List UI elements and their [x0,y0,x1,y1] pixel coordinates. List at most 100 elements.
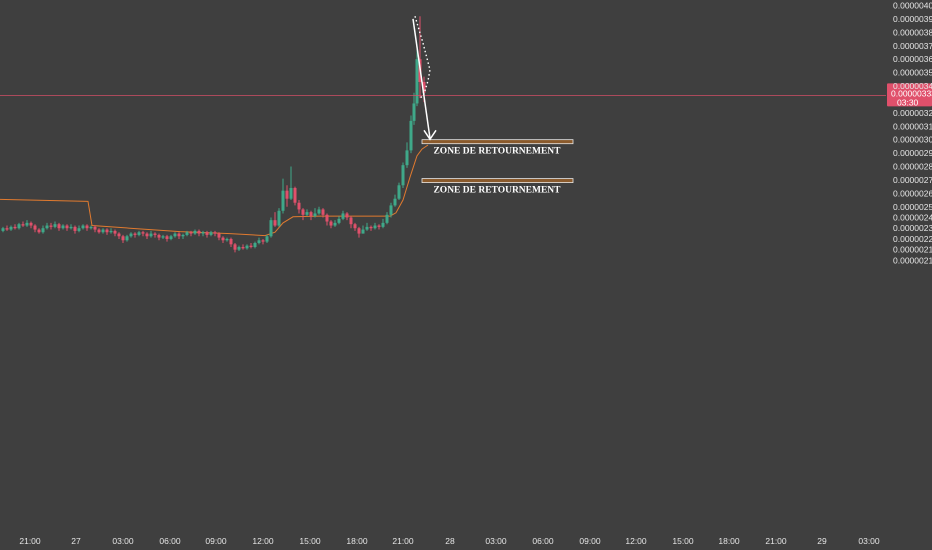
candle-body [422,81,426,93]
candle-body [377,225,381,227]
candle-body [361,229,365,234]
candle-body [281,190,285,211]
candle-body [321,209,325,215]
bullish-candle [125,234,129,242]
candle-body [345,213,349,218]
candle-body [329,221,333,226]
candle-body [237,247,241,250]
price-badge-value: 0.00000333 [891,88,932,98]
bearish-candle [233,242,237,253]
bearish-candle [73,225,77,234]
bullish-candle [337,216,341,225]
candle-body [5,228,9,230]
bearish-candle [177,232,181,239]
candle-body [415,59,419,104]
bullish-candle [245,244,249,250]
candle-body [149,233,153,237]
candle-body [89,226,93,229]
y-tick-label: 0.00000226 [893,234,932,244]
candle-body [341,213,345,219]
bearish-candle [57,222,61,231]
bullish-candle [137,230,141,237]
x-tick-label: 12:00 [625,536,647,546]
candle-body [61,225,65,229]
bearish-candle [221,236,225,243]
candle-body [317,209,321,214]
candle-body [69,226,73,229]
candle-body [245,245,249,249]
bullish-candle [409,115,413,154]
bearish-candle [309,210,313,221]
candle-body [157,234,161,238]
candle-body [289,187,293,199]
candle-body [373,225,377,229]
candle-body [353,224,357,229]
bullish-candle [277,208,281,227]
candle-body [137,232,141,235]
candle-body [409,120,413,151]
bearish-candle [157,233,161,241]
candle-body [41,228,45,233]
bearish-candle [345,212,349,221]
bearish-candle [153,232,157,238]
bullish-candle [209,230,213,237]
candle-body [213,232,217,234]
candle-body [385,214,389,223]
candle-body [273,220,277,226]
candle-body [153,233,157,235]
bearish-candle [261,238,265,245]
bearish-candle [121,234,125,243]
x-tick-label: 28 [445,536,455,546]
x-tick-label: 27 [71,536,81,546]
bearish-candle [329,220,333,229]
bearish-candle [29,221,33,229]
bearish-candle [133,232,137,238]
bearish-candle [249,242,253,249]
bullish-candle [81,224,85,230]
x-tick-label: 06:00 [532,536,554,546]
candle-body [365,226,369,230]
bearish-candle [189,230,193,237]
bearish-candle [141,230,145,237]
x-axis: 21:00 27 03:00 06:00 09:00 12:00 15:00 18:00 21:… [19,536,880,546]
bearish-candle [293,186,297,206]
candle-body [269,220,273,237]
bullish-candle [25,220,29,227]
x-tick-label: 29 [817,536,827,546]
candle-body [21,224,25,226]
candle-body [93,226,97,230]
candle-body [45,225,49,229]
bullish-candle [253,241,257,249]
bearish-candle [65,224,69,231]
bearish-candle [321,208,325,218]
candle-body [9,226,13,230]
bullish-candle [385,212,389,225]
x-tick-label: 03:00 [858,536,880,546]
candle-body [169,236,173,239]
bullish-candle [17,222,21,230]
candle-body [389,205,393,215]
bearish-candle [357,226,361,238]
bullish-candle [397,182,401,201]
candle-body [305,212,309,215]
bearish-candle [273,212,277,227]
candle-body [381,222,385,227]
candle-body [357,228,361,234]
candle-body [205,232,209,235]
candle-body [225,238,229,241]
bullish-candle [269,217,273,238]
candle-body [412,103,416,121]
bearish-candle [165,234,169,242]
candle-body [109,230,113,233]
bullish-candle [9,225,13,231]
